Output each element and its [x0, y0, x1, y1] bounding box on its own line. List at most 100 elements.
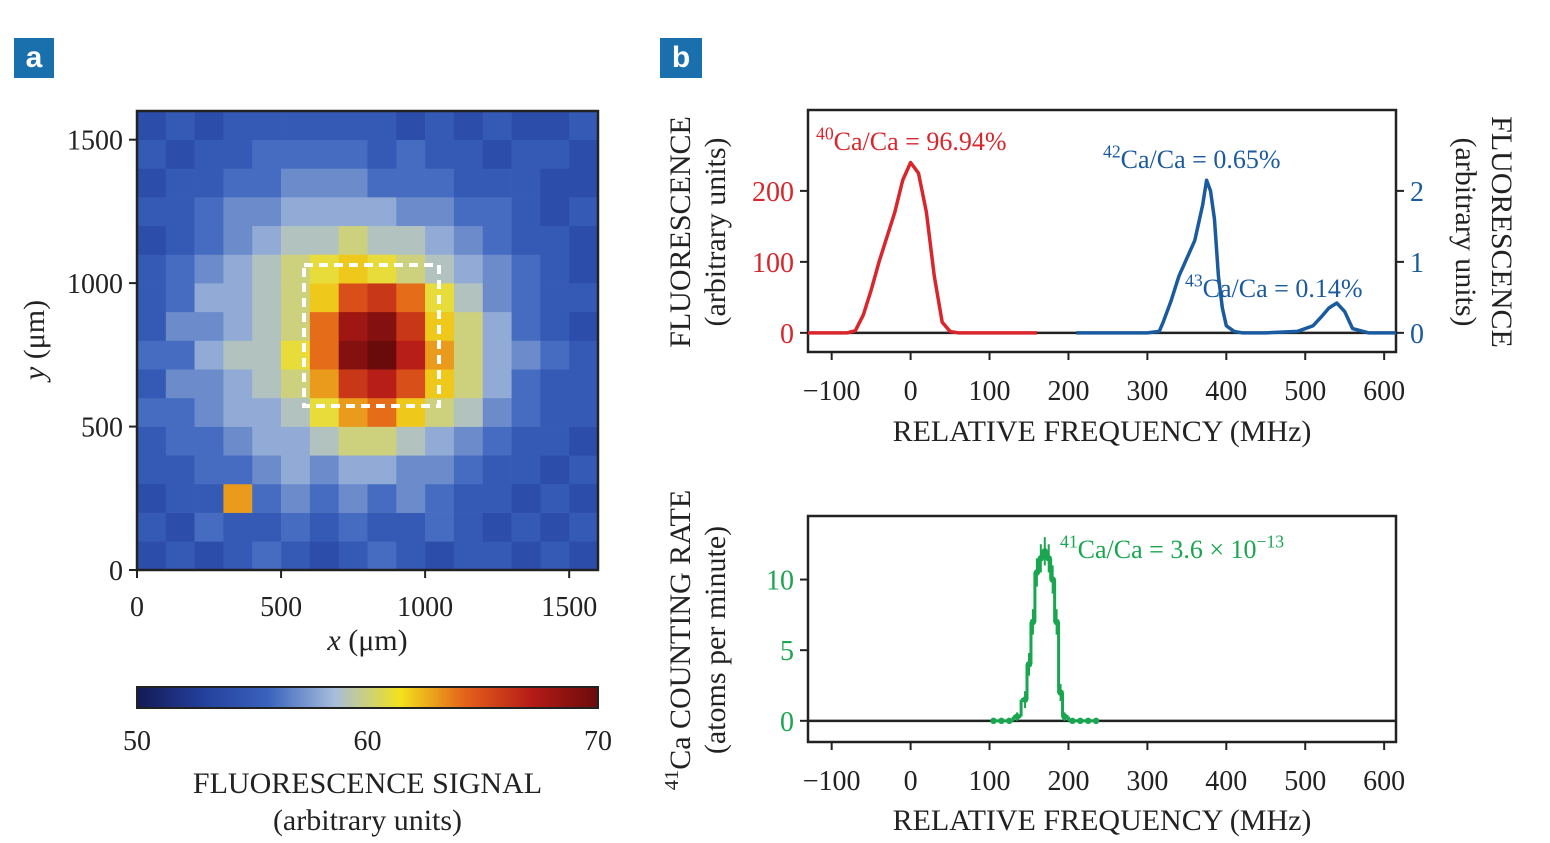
heat-cell [367, 455, 397, 485]
heat-cell [367, 225, 397, 255]
heat-cell [569, 254, 599, 284]
heat-cell [511, 512, 541, 542]
heat-cell [194, 483, 224, 513]
heat-cell [396, 369, 426, 399]
heat-cell [367, 311, 397, 341]
heat-cell [569, 311, 599, 341]
heat-cell [453, 426, 484, 456]
label-part: y [18, 366, 51, 383]
heat-cell [309, 311, 339, 341]
heat-cell [165, 426, 195, 456]
heat-cell [194, 369, 224, 399]
y-axis-label: (arbitrary units) [699, 137, 732, 326]
label-part: 42 [1103, 142, 1121, 162]
heat-cell [137, 283, 167, 313]
heat-cell [367, 483, 397, 513]
heat-cell [453, 283, 484, 313]
heat-cell [367, 254, 397, 284]
heat-cell [252, 311, 282, 341]
y-tick-label: 0 [780, 319, 794, 350]
label-part: (arbitrary units) [1449, 137, 1482, 326]
heat-cell [569, 397, 599, 427]
heat-cell [569, 426, 599, 456]
heat-cell [453, 168, 484, 198]
heat-cell [137, 225, 167, 255]
heat-cell [511, 139, 541, 169]
heat-cell [540, 283, 570, 313]
heat-cell [396, 340, 426, 370]
heat-cell [309, 541, 339, 571]
heat-cell [194, 340, 224, 370]
heat-cell [281, 139, 311, 169]
heat-cell [281, 111, 311, 140]
heat-cell [482, 541, 512, 571]
heat-cell [194, 541, 224, 571]
x-axis-label: RELATIVE FREQUENCY (MHz) [893, 415, 1312, 448]
heat-cell [281, 168, 311, 198]
heat-cell [482, 139, 512, 169]
heat-cell [540, 426, 570, 456]
label-part: 41 [661, 770, 683, 790]
data-point [1021, 696, 1029, 703]
y-axis-label: y (μm) [18, 300, 51, 383]
y2-tick-label: 0 [1410, 319, 1424, 350]
x-tick-label: 0 [130, 592, 144, 623]
heat-cell [137, 311, 167, 341]
heat-cell [252, 168, 282, 198]
heat-cell [453, 197, 484, 227]
heat-cell [165, 283, 195, 313]
data-point [1092, 717, 1100, 725]
heat-cell [137, 340, 167, 370]
y-tick-label: 1500 [67, 126, 123, 157]
heat-cell [281, 483, 311, 513]
x-tick-label: 400 [1205, 376, 1247, 407]
heat-cell [309, 369, 339, 399]
x-tick-label: 600 [1363, 766, 1405, 797]
colorbar-label: FLUORESCENCE SIGNAL [193, 767, 542, 800]
roi-box [302, 263, 441, 408]
heat-cell [223, 283, 253, 313]
heat-cell [540, 397, 570, 427]
panel-badge [14, 38, 54, 78]
heat-cell [338, 254, 368, 284]
heat-cell [425, 139, 455, 169]
heat-cell [194, 397, 224, 427]
heat-cell [165, 139, 195, 169]
heat-cell [281, 455, 311, 485]
heat-cell [511, 225, 541, 255]
heat-cell [309, 197, 339, 227]
heat-cell [137, 168, 167, 198]
y-tick-label: 0 [780, 707, 794, 738]
heat-cell [223, 197, 253, 227]
heat-cell [482, 111, 512, 140]
heat-cell [281, 541, 311, 571]
heat-cell [569, 455, 599, 485]
y2-tick-label: 2 [1410, 177, 1424, 208]
label-part: (μm) [341, 624, 408, 657]
heat-cell [223, 340, 253, 370]
heat-cell [482, 426, 512, 456]
x-tick-label: −100 [803, 766, 861, 797]
heat-cell [396, 168, 426, 198]
data-point [1029, 618, 1037, 626]
colorbar-tick-label: 70 [584, 726, 612, 757]
data-point [1049, 576, 1056, 583]
heat-cell [309, 225, 339, 255]
heat-cell [137, 397, 167, 427]
heat-cell [194, 139, 224, 169]
label-part: FLUORESCENCE [664, 116, 697, 348]
heat-cell [338, 397, 368, 427]
heat-cell [569, 369, 599, 399]
heat-cell [194, 254, 224, 284]
data-point [1061, 713, 1068, 720]
heat-cell [165, 541, 195, 571]
heat-cell [338, 111, 368, 140]
heat-cell [482, 168, 512, 198]
heat-cell [281, 197, 311, 227]
heat-cell [165, 197, 195, 227]
heat-cell [137, 197, 167, 227]
heat-cell [252, 541, 282, 571]
heat-cell [252, 483, 282, 513]
heat-cell [540, 541, 570, 571]
